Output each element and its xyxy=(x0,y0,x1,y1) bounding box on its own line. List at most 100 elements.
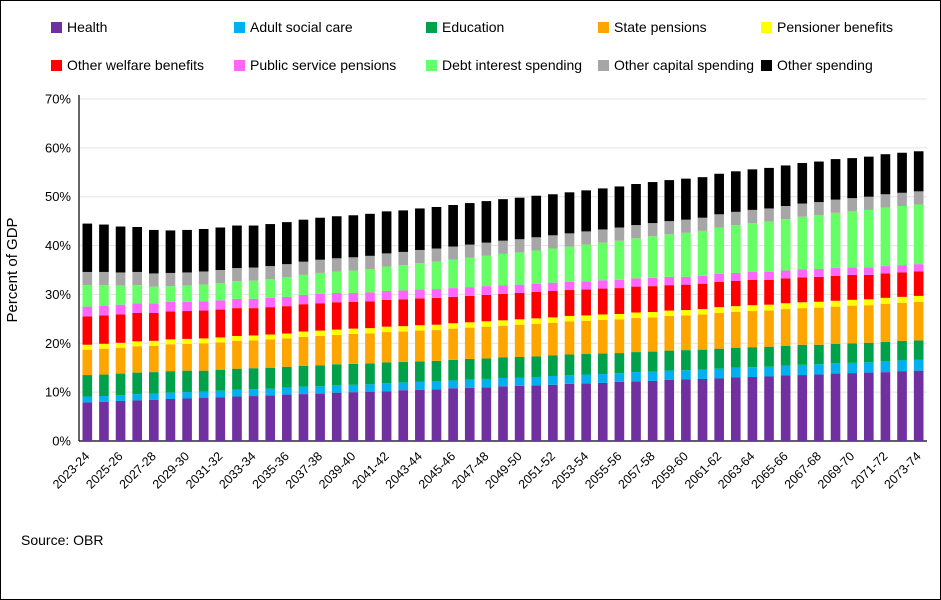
bar-segment xyxy=(548,248,558,283)
bar-segment xyxy=(697,369,708,379)
bar-segment xyxy=(481,358,492,379)
bar-segment xyxy=(82,316,93,345)
bar-segment xyxy=(747,279,758,306)
bar-segment xyxy=(315,365,325,387)
bar-segment xyxy=(514,284,525,293)
bar-segment xyxy=(365,391,375,441)
bar-segment xyxy=(448,388,458,441)
bar-segment xyxy=(764,376,774,441)
bar-segment xyxy=(747,305,758,312)
bar-segment xyxy=(282,366,292,388)
chart-area: 0% 10% 20% 30% 40% 50% 60% 70% Percent of GDP 202… xyxy=(1,89,940,526)
bar-segment xyxy=(664,285,675,311)
bar-segment xyxy=(82,349,93,376)
other-spending-swatch-icon xyxy=(761,59,772,71)
bar-segment xyxy=(863,372,874,441)
bar-segment xyxy=(182,285,192,302)
bar-segment xyxy=(897,360,907,372)
bar-segment xyxy=(132,312,143,342)
bar-segment xyxy=(631,312,641,318)
bar-segment xyxy=(564,354,575,376)
bar-segment xyxy=(897,152,907,193)
bar-segment xyxy=(747,347,758,368)
bar-segment xyxy=(248,335,259,341)
bar-segment xyxy=(115,272,126,286)
bar-segment xyxy=(365,213,375,256)
bar-segment xyxy=(597,374,608,383)
bar-segment xyxy=(730,211,741,226)
bar-segment xyxy=(198,370,209,392)
bar-segment xyxy=(381,362,392,384)
bar-segment xyxy=(115,400,126,441)
bar-segment xyxy=(232,368,242,390)
bar-segment xyxy=(913,359,924,371)
bar-segment xyxy=(365,384,375,392)
bar-segment xyxy=(415,325,425,331)
bar-segment xyxy=(415,298,425,326)
bar-segment xyxy=(647,371,658,381)
y-tick-label: 40% xyxy=(45,238,71,253)
bar-segment xyxy=(398,210,409,252)
bar-segment xyxy=(315,259,325,273)
legend-label: Health xyxy=(67,19,108,35)
bar-segment xyxy=(398,299,409,327)
bar-segment xyxy=(331,334,342,365)
bar-segment xyxy=(747,271,758,280)
bar-segment xyxy=(531,323,542,357)
bar-segment xyxy=(315,335,325,366)
bar-segment xyxy=(431,261,442,290)
bar-segment xyxy=(913,204,924,265)
bar-segment xyxy=(714,281,724,308)
bar-segment xyxy=(298,336,309,366)
bar-segment xyxy=(248,298,259,309)
bar-segment xyxy=(564,281,575,291)
bar-segment xyxy=(897,296,907,303)
bar-segment xyxy=(597,242,608,281)
bar-segment xyxy=(764,167,774,209)
bar-segment xyxy=(514,197,525,240)
bar-segment xyxy=(664,350,675,371)
bar-segment xyxy=(331,258,342,272)
bar-segment xyxy=(331,302,342,330)
bar-segment xyxy=(464,295,475,323)
bar-segment xyxy=(464,322,475,328)
bar-segment xyxy=(814,344,824,365)
y-tick-label: 50% xyxy=(45,189,71,204)
bar-segment xyxy=(331,364,342,386)
bar-segment xyxy=(681,315,691,351)
bar-segment xyxy=(265,388,276,396)
bar-segment xyxy=(664,234,675,277)
bar-segment xyxy=(681,370,691,380)
bar-segment xyxy=(248,308,259,336)
bar-segment xyxy=(464,327,475,359)
bar-segment xyxy=(298,365,309,387)
bar-segment xyxy=(863,342,874,363)
bar-segment xyxy=(897,272,907,297)
bar-segment xyxy=(597,353,608,375)
bar-segment xyxy=(248,267,259,281)
bar-segment xyxy=(714,312,724,349)
bar-segment xyxy=(830,159,841,200)
bar-segment xyxy=(681,276,691,285)
bar-segment xyxy=(681,284,691,311)
source-note: Source: OBR xyxy=(21,532,104,548)
legend-label: Education xyxy=(442,19,505,35)
bar-segment xyxy=(614,319,625,354)
bar-segment xyxy=(498,240,508,254)
bar-segment xyxy=(415,249,425,264)
bar-segment xyxy=(531,291,542,319)
education-swatch-icon xyxy=(426,21,437,33)
bar-segment xyxy=(149,372,159,394)
bar-segment xyxy=(165,392,176,399)
bar-segment xyxy=(248,396,259,441)
bar-segment xyxy=(531,377,542,386)
bar-segment xyxy=(847,343,857,363)
bar-segment xyxy=(431,381,442,390)
y-tick-label: 0% xyxy=(52,434,71,449)
bar-segment xyxy=(448,380,458,389)
bar-segment xyxy=(82,396,93,403)
bar-segment xyxy=(697,275,708,284)
bar-segment xyxy=(780,309,791,346)
bar-segment xyxy=(232,268,242,282)
bar-segment xyxy=(348,384,359,393)
